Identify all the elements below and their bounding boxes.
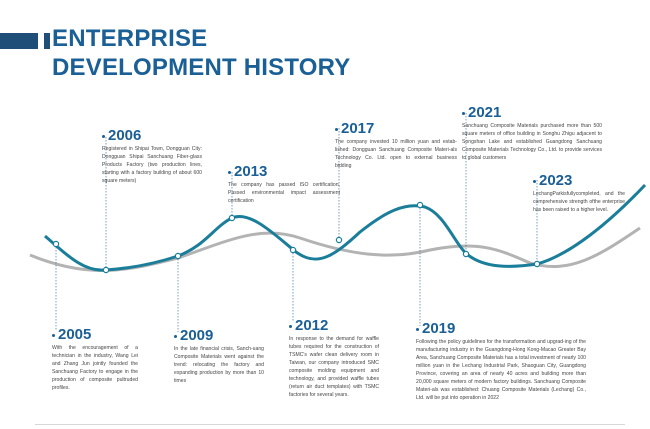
event-year: 2005 [52, 326, 138, 343]
marker-2009 [174, 252, 182, 260]
event-description: Registered in Shipai Town, Dongguan City… [102, 146, 202, 184]
marker-2012 [289, 246, 297, 254]
title-accent-bar [0, 33, 38, 49]
timeline-event: 2009 In the late financial crisis, Sanch… [174, 327, 264, 385]
timeline-event: 2023 LechangParkisfullycompleted, and th… [533, 172, 625, 214]
event-description: In response to the demand for waffle tub… [289, 336, 379, 398]
year-dot-icon [52, 333, 55, 337]
event-description: Following the policy guidelines for the … [416, 339, 586, 401]
marker-2021 [462, 250, 470, 258]
year-dot-icon [533, 179, 536, 183]
event-year: 2006 [102, 127, 202, 144]
year-dot-icon [228, 170, 231, 174]
title-line-2: DEVELOPMENT HISTORY [52, 54, 351, 81]
year-dot-icon [462, 111, 465, 115]
year-dot-icon [416, 327, 419, 331]
timeline-event: 2012 In response to the demand for waffl… [289, 317, 379, 399]
primary-wave-line [44, 183, 647, 272]
event-description: The company has passed ISO certification… [228, 182, 340, 204]
year-dot-icon [174, 334, 177, 338]
marker-2005 [52, 240, 60, 248]
marker-2019 [416, 201, 424, 209]
event-year: 2013 [228, 163, 340, 180]
marker-2013 [228, 214, 236, 222]
event-description: Sanchuang Composite Materials purchased … [462, 123, 602, 161]
year-dot-icon [335, 127, 338, 131]
event-year: 2017 [335, 120, 457, 137]
event-description: LechangParkisfullycompleted, and the com… [533, 191, 625, 213]
secondary-wave-line [29, 226, 641, 272]
timeline-event: 2005 With the encouragement of a technic… [52, 326, 138, 392]
event-description: In the late financial crisis, Sanch-uang… [174, 346, 264, 384]
event-year: 2021 [462, 104, 602, 121]
event-description: The company invested 10 million yuan and… [335, 139, 457, 169]
event-year: 2012 [289, 317, 379, 334]
marker-2006 [102, 266, 110, 274]
event-description: With the encouragement of a technician i… [52, 345, 138, 391]
title-line-1: ENTERPRISE [52, 25, 208, 52]
year-dot-icon [102, 134, 105, 138]
event-year: 2009 [174, 327, 264, 344]
year-dot-icon [289, 324, 292, 328]
event-year: 2019 [416, 320, 586, 337]
title-accent-square [44, 33, 50, 49]
timeline-event: 2006 Registered in Shipai Town, Dongguan… [102, 127, 202, 185]
timeline-event: 2017 The company invested 10 million yua… [335, 120, 457, 170]
page-title: ENTERPRISE DEVELOPMENT HISTORY [52, 24, 351, 82]
timeline-event: 2021 Sanchuang Composite Materials purch… [462, 104, 602, 162]
footer-divider [35, 424, 625, 425]
timeline-event: 2019 Following the policy guidelines for… [416, 320, 586, 402]
marker-2023 [533, 260, 541, 268]
timeline-event: 2013 The company has passed ISO certific… [228, 163, 340, 205]
event-year: 2023 [533, 172, 625, 189]
marker-2017 [335, 236, 343, 244]
